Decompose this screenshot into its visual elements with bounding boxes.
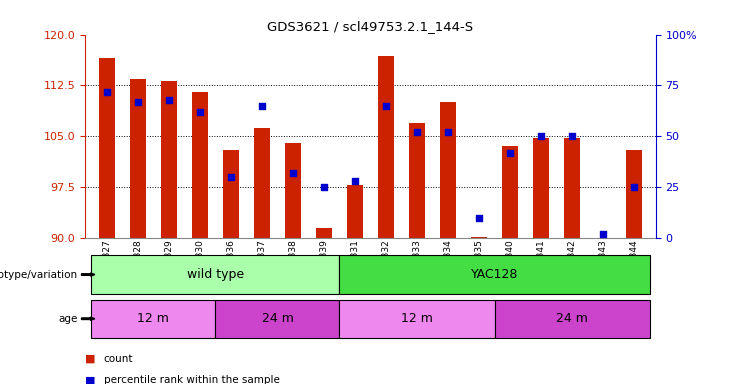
Bar (91, 300, 216, 338)
Point (442, 129, 454, 135)
Text: wild type: wild type (187, 268, 244, 281)
Bar (595, 238, 611, 275)
Text: age: age (59, 314, 78, 324)
Bar (130, 79, 146, 238)
Bar (216, 300, 339, 338)
Text: count: count (104, 354, 133, 364)
Point (504, 149, 516, 156)
Bar (409, 123, 425, 238)
Point (318, 184, 330, 190)
Bar (285, 143, 301, 238)
Point (225, 174, 237, 180)
Point (194, 109, 206, 115)
Text: 24 m: 24 m (262, 312, 293, 325)
Point (101, 88, 113, 94)
Point (566, 133, 578, 139)
Bar (626, 150, 642, 238)
Text: YAC128: YAC128 (471, 268, 518, 281)
Point (132, 99, 144, 105)
Point (380, 103, 392, 109)
Text: ■: ■ (85, 375, 96, 384)
Point (628, 184, 640, 190)
Text: genotype/variation: genotype/variation (0, 270, 78, 280)
Bar (440, 103, 456, 238)
Bar (339, 255, 650, 294)
Bar (339, 300, 494, 338)
Bar (192, 92, 207, 238)
Point (349, 178, 361, 184)
Bar (534, 138, 549, 238)
Point (473, 215, 485, 221)
Bar (91, 255, 339, 294)
Point (597, 231, 609, 237)
Bar (348, 185, 363, 238)
Bar (494, 300, 650, 338)
Bar (254, 128, 270, 238)
Bar (471, 237, 487, 238)
Text: percentile rank within the sample: percentile rank within the sample (104, 375, 279, 384)
Bar (316, 228, 332, 238)
Point (535, 133, 547, 139)
Text: 12 m: 12 m (138, 312, 170, 325)
Point (163, 97, 175, 103)
Point (411, 129, 423, 135)
Bar (99, 58, 115, 238)
Title: GDS3621 / scl49753.2.1_144-S: GDS3621 / scl49753.2.1_144-S (268, 20, 473, 33)
Text: 24 m: 24 m (556, 312, 588, 325)
Point (256, 103, 268, 109)
Point (287, 170, 299, 176)
Bar (378, 56, 393, 238)
Text: ■: ■ (85, 354, 96, 364)
Bar (162, 81, 176, 238)
Text: 12 m: 12 m (401, 312, 433, 325)
Bar (223, 150, 239, 238)
Bar (565, 138, 579, 238)
Bar (502, 147, 518, 238)
